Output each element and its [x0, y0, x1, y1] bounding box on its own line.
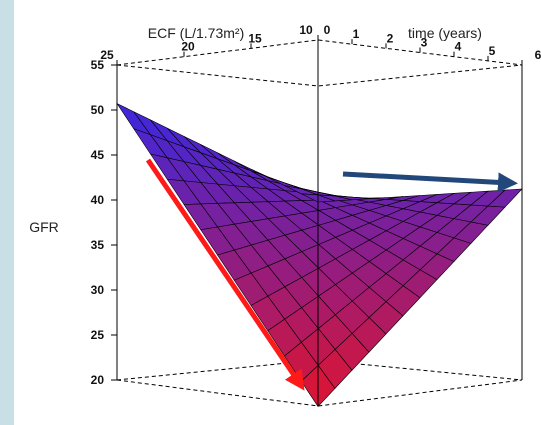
box-bottom-back-edge [116, 359, 523, 381]
time-tick-label: 2 [387, 31, 394, 45]
time-tick-label: 1 [353, 27, 360, 41]
time-tick-label: 5 [489, 44, 496, 58]
gfr-tick-label: 55 [91, 58, 105, 72]
time-tick-label: 6 [535, 48, 541, 62]
gfr-tick-label: 35 [91, 238, 105, 252]
red-arrow [145, 158, 305, 391]
gfr-tick-label: 45 [91, 148, 105, 162]
time-tick-label: 3 [421, 36, 428, 50]
ecf-tick-label: 25 [100, 48, 114, 62]
gfr-axis-title: GFR [29, 219, 59, 235]
gfr-tick-label: 25 [91, 328, 105, 342]
ecf-tick-label: 20 [181, 40, 195, 54]
surface-mesh [116, 102, 523, 407]
box-front-edges [116, 64, 523, 407]
gfr-tick-label: 30 [91, 283, 105, 297]
box-top-front-edge [116, 64, 523, 87]
blue-arrow [342, 171, 518, 193]
box-bottom-front-edge [116, 379, 523, 407]
time-axis-title: time (years) [408, 25, 482, 41]
gfr-tick-label: 40 [91, 193, 105, 207]
ecf-tick-label: 15 [248, 31, 262, 45]
left-decorative-strip [0, 0, 14, 425]
time-tick-label: 0 [324, 23, 331, 37]
gfr-tick-label: 20 [91, 373, 105, 387]
gfr-tick-label: 50 [91, 103, 105, 117]
ecf-tick-label: 10 [299, 23, 313, 37]
ecf-axis-title: ECF (L/1.73m²) [148, 25, 244, 41]
time-tick-label: 4 [455, 40, 462, 54]
annotation-arrows [145, 158, 518, 391]
